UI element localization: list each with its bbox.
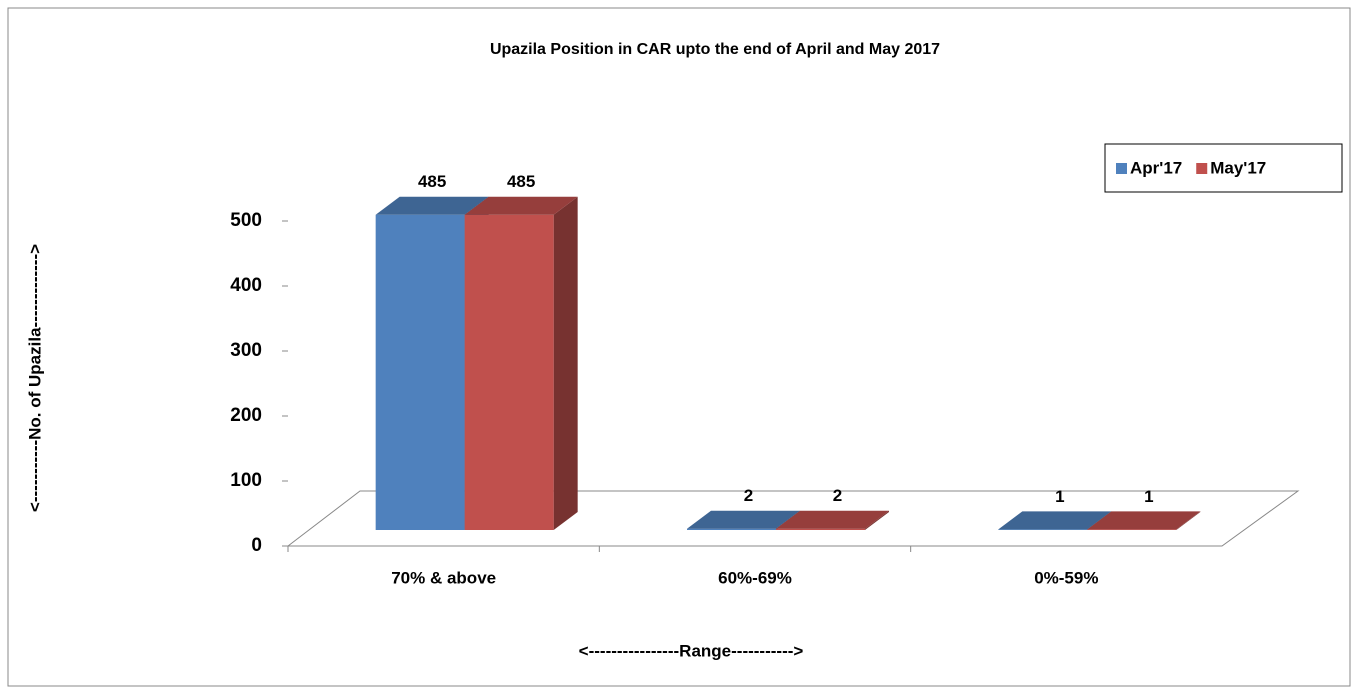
bar [1087, 529, 1177, 530]
chart-frame [7, 7, 1351, 687]
legend-label: May'17 [1210, 158, 1266, 177]
bar-side [865, 510, 889, 530]
x-tick-label: 0%-59% [1034, 568, 1098, 587]
bar-top [998, 511, 1112, 530]
data-label: 1 [1055, 487, 1064, 506]
bar-top [1087, 511, 1201, 530]
x-axis-label: <----------------Range-----------> [579, 641, 804, 660]
data-label: 485 [507, 172, 535, 191]
bar [998, 529, 1088, 530]
bar-side [553, 196, 578, 530]
chart-title: Upazila Position in CAR upto the end of … [490, 41, 940, 58]
y-tick-label: 100 [230, 470, 262, 491]
data-label: 1 [1144, 487, 1153, 506]
legend-box [1104, 143, 1343, 193]
bar-top [464, 196, 578, 215]
data-label: 2 [833, 486, 842, 505]
bar [776, 528, 865, 530]
x-tick-label: 70% & above [391, 568, 496, 587]
bar-top [375, 196, 489, 215]
bar [375, 214, 465, 530]
y-tick-label: 500 [230, 210, 262, 231]
bar-top [776, 510, 889, 529]
legend-swatch [1196, 163, 1208, 174]
bar [687, 528, 776, 530]
legend-label: Apr'17 [1130, 158, 1182, 177]
bar [464, 214, 554, 530]
data-label: 2 [744, 486, 753, 505]
y-tick-label: 0 [251, 535, 262, 556]
bar-side [1176, 511, 1201, 530]
y-axis-label: <-----------No. of Upazila-------------> [25, 244, 44, 512]
y-tick-label: 200 [230, 405, 262, 426]
y-tick-label: 400 [230, 275, 262, 296]
x-tick-label: 60%-69% [718, 568, 792, 587]
legend-swatch [1116, 163, 1127, 174]
y-tick-label: 300 [230, 340, 262, 361]
bar-top [687, 510, 800, 529]
data-label: 485 [418, 172, 446, 191]
